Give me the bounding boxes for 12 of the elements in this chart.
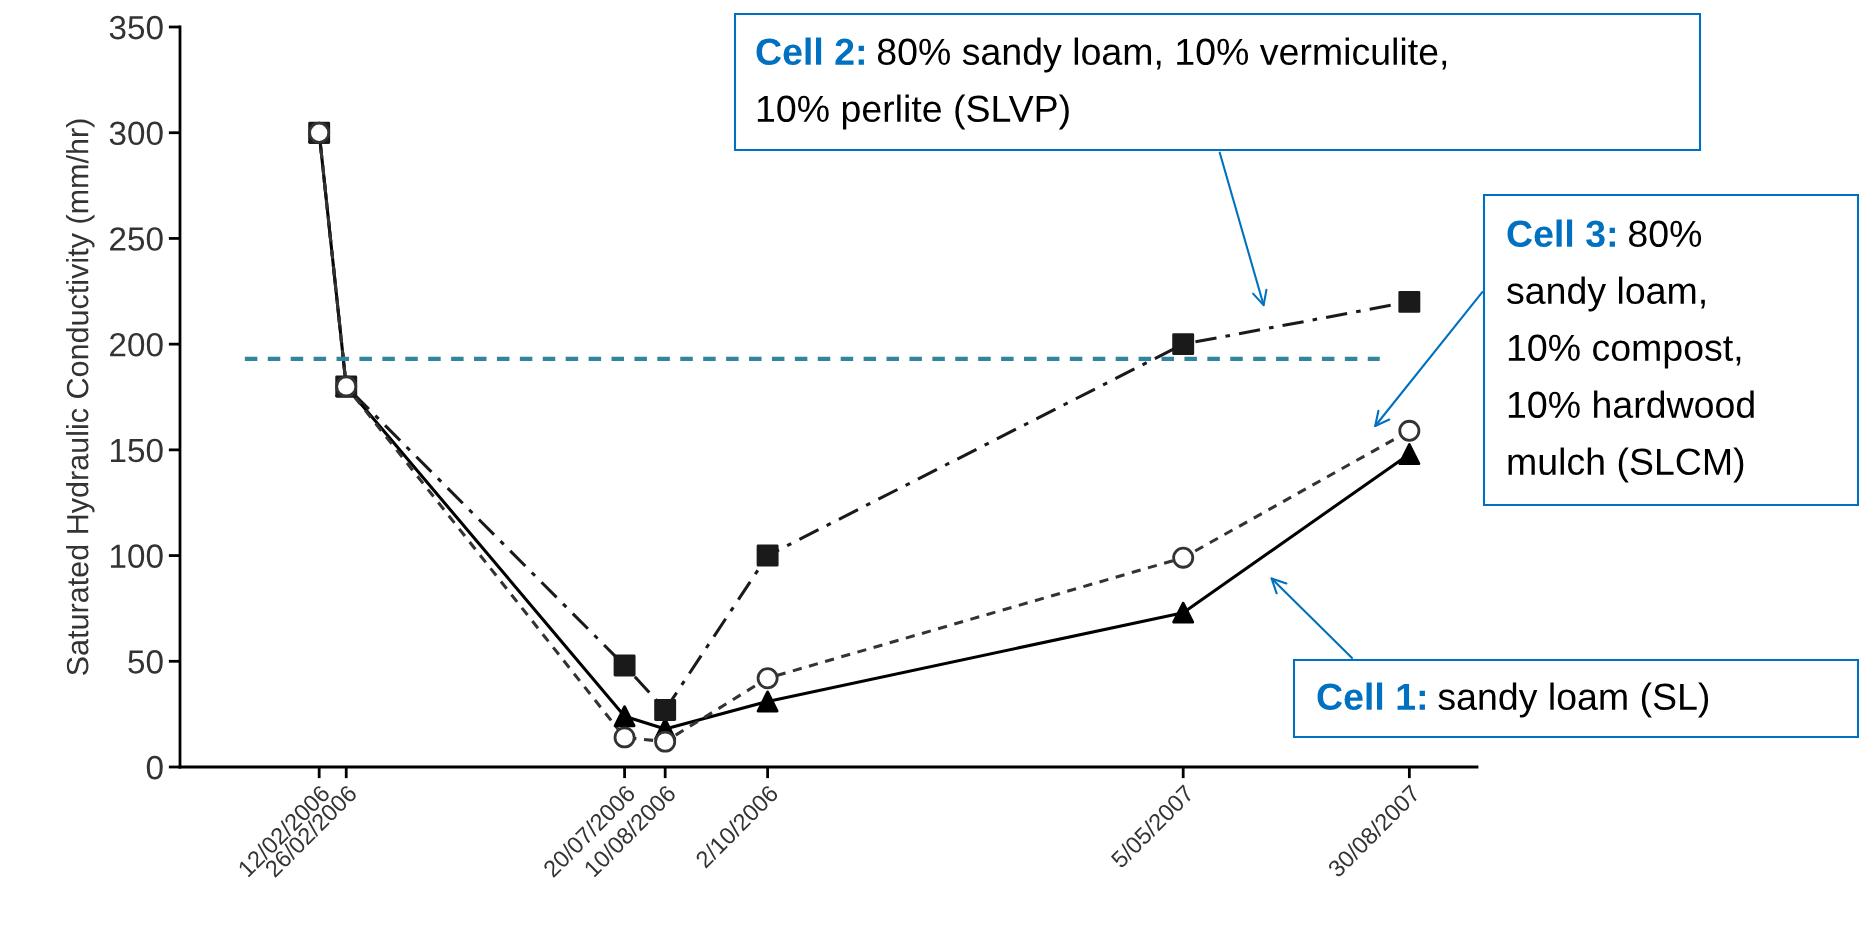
annotation: Cell 2: 80% sandy loam, 10% vermiculite, 10% perlite (SLVP) — [756, 37, 1447, 130]
y-tick-label: 50 — [128, 650, 163, 674]
y-axis-title: Saturated Hydraulic Conductivity (mm/hr) — [66, 119, 95, 675]
y-tick-label: 0 — [146, 755, 163, 780]
y-tick-label: 200 — [110, 332, 163, 357]
annotation: Cell 1: sandy loam (SL) — [1317, 682, 1709, 718]
y-tick-label: 300 — [109, 121, 163, 146]
y-tick-label: 250 — [110, 227, 163, 251]
y-tick-label: 100 — [110, 544, 163, 568]
y-tick-label: 150 — [110, 438, 163, 463]
y-tick-label: 350 — [109, 15, 163, 40]
text: Cell 3: 80% sandy loam, 10% compost, 10% hardwood mulch (SLCM) — [1507, 219, 1754, 483]
